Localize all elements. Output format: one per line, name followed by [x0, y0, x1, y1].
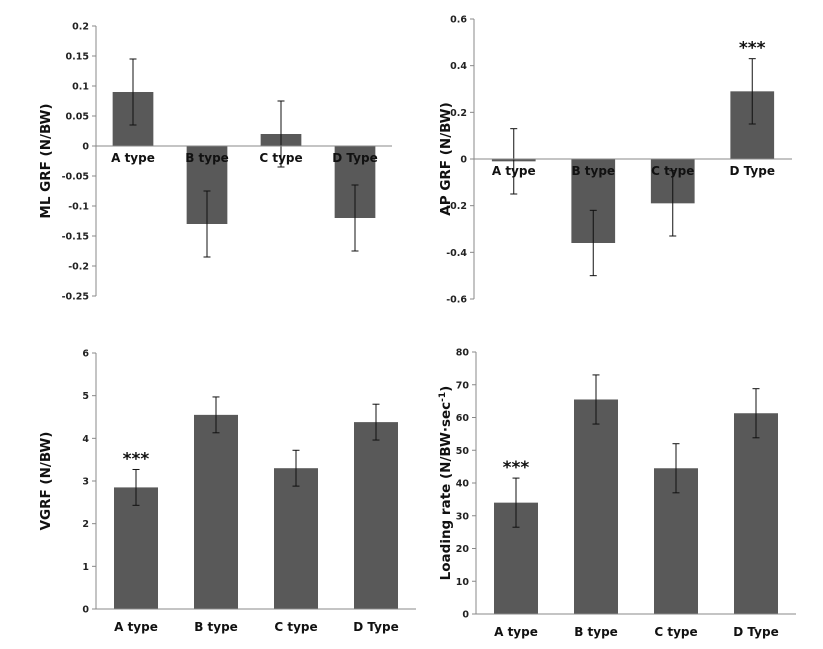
y-tick-label: -0.2 — [446, 201, 467, 212]
bar — [274, 468, 318, 609]
y-tick-label: 30 — [456, 511, 470, 522]
y-tick-label: 0.15 — [66, 52, 89, 63]
y-tick-label: 2 — [82, 519, 89, 530]
y-tick-label: 0.2 — [72, 22, 89, 33]
y-tick-label: 4 — [82, 434, 89, 445]
chart-panel-3: 0 1 2 3 4 5 6 *** A type B type C type D Type VGRF (… — [38, 349, 416, 634]
category-label: C type — [259, 151, 302, 165]
y-tick-label: 40 — [456, 479, 470, 490]
chart-panel-2: -0.6 -0.4 -0.2 0 0.2 0.4 0.6 A type B type C type… — [438, 15, 792, 306]
y-tick-label: 60 — [456, 413, 470, 424]
y-tick-label: 0 — [462, 610, 469, 621]
y-axis-title-superscript: -1 — [438, 392, 448, 402]
category-label: C type — [651, 164, 694, 178]
category-label: B type — [194, 620, 238, 634]
y-axis-title: ML GRF (N/BW) — [38, 103, 54, 218]
bar — [114, 487, 158, 609]
y-tick-label: 0.4 — [450, 61, 467, 72]
category-label: C type — [654, 625, 697, 639]
category-label: A type — [494, 625, 538, 639]
y-tick-label: 6 — [82, 349, 89, 360]
category-label: A type — [111, 151, 155, 165]
chart-panel-4: 0 10 20 30 40 50 60 70 80 *** A type B type C type D … — [438, 348, 796, 639]
category-label: A type — [492, 164, 536, 178]
y-tick-label: 0.05 — [66, 112, 89, 123]
y-axis-title: Loading rate (N/BW·sec-1) — [438, 386, 454, 581]
category-label: D Type — [730, 164, 775, 178]
y-tick-label: 5 — [82, 391, 89, 402]
y-tick-label: 80 — [456, 348, 470, 359]
y-tick-label: -0.05 — [62, 172, 89, 183]
category-label: C type — [274, 620, 317, 634]
y-tick-label: 0 — [82, 605, 89, 616]
significance-marker: *** — [739, 39, 766, 59]
y-tick-label: -0.1 — [68, 202, 89, 213]
bar — [734, 413, 778, 614]
y-tick-label: -0.15 — [62, 232, 89, 243]
y-tick-label: 0.2 — [450, 108, 467, 119]
bar — [574, 399, 618, 614]
category-label: B type — [185, 151, 229, 165]
y-tick-label: 1 — [82, 562, 89, 573]
y-tick-label: -0.4 — [446, 248, 467, 259]
y-axis-title-close: ) — [438, 386, 454, 392]
y-tick-label: 50 — [456, 446, 470, 457]
y-tick-label: 0.1 — [72, 82, 89, 93]
bar — [354, 422, 398, 609]
y-tick-label: -0.2 — [68, 262, 89, 273]
y-tick-label: 0 — [82, 142, 89, 153]
y-tick-label: -0.25 — [62, 292, 89, 303]
y-axis-title: VGRF (N/BW) — [38, 432, 54, 531]
y-tick-label: -0.6 — [446, 295, 467, 306]
category-label: B type — [571, 164, 615, 178]
category-label: D Type — [332, 151, 377, 165]
chart-panel-1: -0.25 -0.2 -0.15 -0.1 -0.05 0 0.05 0.1 0.15 0.2 A … — [38, 22, 392, 303]
category-label: B type — [574, 625, 618, 639]
y-tick-label: 20 — [456, 544, 470, 555]
category-label: D Type — [353, 620, 398, 634]
category-label: D Type — [733, 625, 778, 639]
y-axis-title: AP GRF (N/BW) — [438, 102, 454, 215]
significance-marker: *** — [503, 458, 530, 478]
bar — [194, 414, 238, 609]
y-tick-label: 10 — [456, 577, 470, 588]
y-tick-label: 0.6 — [450, 15, 467, 26]
y-tick-label: 3 — [82, 477, 89, 488]
y-tick-label: 70 — [456, 380, 470, 391]
category-label: A type — [114, 620, 158, 634]
significance-marker: *** — [123, 449, 150, 469]
y-tick-label: 0 — [460, 155, 467, 166]
